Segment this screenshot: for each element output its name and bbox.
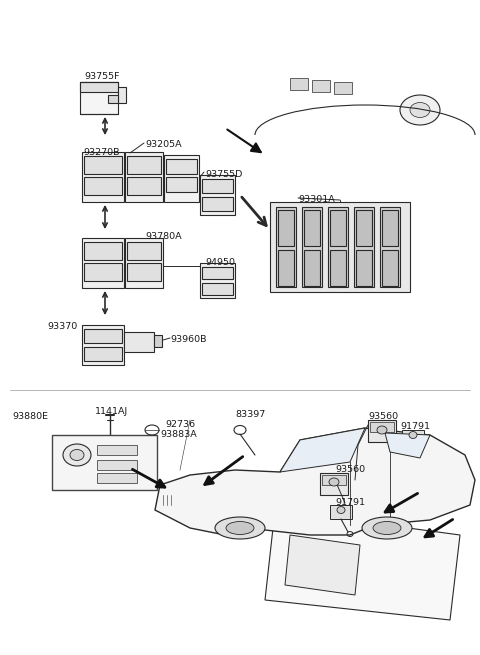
Text: 93270B: 93270B: [83, 148, 120, 157]
Bar: [84, 347, 122, 361]
Bar: [382, 210, 398, 246]
Bar: [202, 283, 233, 295]
Ellipse shape: [400, 95, 440, 125]
Ellipse shape: [377, 426, 387, 434]
Ellipse shape: [70, 449, 84, 460]
Bar: [330, 250, 346, 286]
Ellipse shape: [215, 517, 265, 539]
Bar: [304, 250, 320, 286]
Bar: [334, 82, 352, 94]
Bar: [97, 473, 137, 483]
Bar: [125, 238, 163, 288]
Bar: [304, 210, 320, 246]
Bar: [354, 207, 374, 287]
Bar: [84, 177, 122, 195]
Bar: [52, 435, 157, 490]
Bar: [82, 238, 124, 288]
Bar: [312, 80, 330, 92]
Bar: [368, 420, 396, 442]
Bar: [202, 197, 233, 211]
Bar: [127, 263, 161, 281]
Polygon shape: [265, 510, 460, 620]
Text: 93880E: 93880E: [12, 412, 48, 421]
Polygon shape: [385, 433, 430, 458]
Bar: [124, 332, 154, 352]
Bar: [290, 78, 308, 90]
Bar: [127, 156, 161, 174]
Text: 93560: 93560: [335, 465, 365, 474]
Polygon shape: [285, 535, 360, 595]
Bar: [380, 207, 400, 287]
Bar: [84, 263, 122, 281]
Ellipse shape: [409, 432, 417, 438]
Bar: [322, 475, 346, 485]
Bar: [166, 177, 197, 192]
Bar: [84, 329, 122, 343]
Bar: [84, 156, 122, 174]
Bar: [97, 445, 137, 455]
Bar: [382, 250, 398, 286]
Text: 93205A: 93205A: [145, 140, 181, 149]
Bar: [164, 155, 199, 202]
Text: 91791: 91791: [400, 422, 430, 431]
Text: 83397: 83397: [235, 410, 265, 419]
Bar: [80, 82, 118, 92]
Ellipse shape: [373, 521, 401, 534]
Bar: [278, 250, 294, 286]
Bar: [118, 87, 126, 103]
Bar: [202, 179, 233, 193]
Bar: [278, 210, 294, 246]
Bar: [125, 152, 163, 202]
Text: 91791: 91791: [335, 498, 365, 507]
Bar: [302, 207, 322, 287]
Bar: [270, 202, 410, 292]
Bar: [402, 430, 424, 444]
Text: 93960B: 93960B: [170, 335, 206, 344]
Bar: [320, 473, 348, 495]
Bar: [108, 95, 118, 103]
Text: 1141AJ: 1141AJ: [95, 407, 128, 416]
Bar: [127, 242, 161, 260]
Bar: [200, 263, 235, 298]
Bar: [127, 177, 161, 195]
Text: 92736: 92736: [165, 420, 195, 429]
Bar: [328, 207, 348, 287]
Bar: [80, 82, 118, 114]
Bar: [82, 152, 124, 202]
Bar: [202, 267, 233, 279]
Polygon shape: [155, 428, 475, 535]
Ellipse shape: [337, 506, 345, 514]
Bar: [166, 159, 197, 174]
Bar: [154, 335, 162, 347]
Text: 93883A: 93883A: [160, 430, 197, 439]
Bar: [330, 210, 346, 246]
Text: 93755D: 93755D: [205, 170, 242, 179]
Ellipse shape: [410, 102, 430, 117]
Bar: [356, 210, 372, 246]
Bar: [356, 250, 372, 286]
Ellipse shape: [362, 517, 412, 539]
Text: 93301A: 93301A: [298, 195, 335, 204]
Bar: [330, 505, 352, 519]
Polygon shape: [280, 428, 365, 472]
Ellipse shape: [226, 521, 254, 534]
Ellipse shape: [63, 444, 91, 466]
Text: 93780A: 93780A: [145, 232, 181, 241]
Ellipse shape: [329, 478, 339, 486]
Bar: [276, 207, 296, 287]
Bar: [200, 175, 235, 215]
Bar: [97, 460, 137, 470]
Text: 93370: 93370: [48, 322, 78, 331]
Bar: [82, 325, 124, 365]
Bar: [84, 242, 122, 260]
Text: 93560: 93560: [368, 412, 398, 421]
Text: 93755F: 93755F: [84, 72, 120, 81]
Text: 94950: 94950: [205, 258, 235, 267]
Bar: [370, 422, 394, 432]
